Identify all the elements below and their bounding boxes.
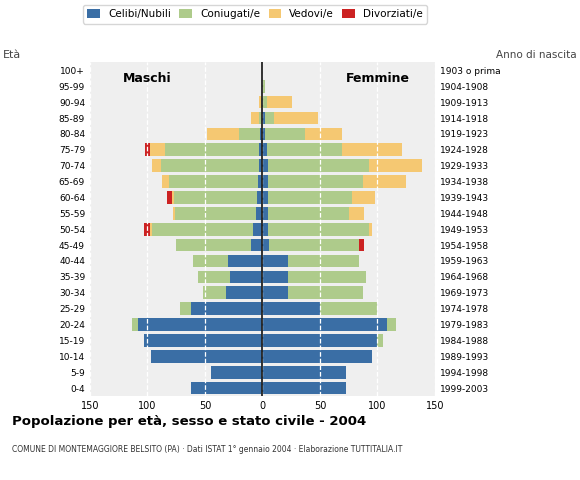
Bar — [267, 144, 342, 156]
Bar — [263, 350, 372, 363]
Bar — [263, 239, 269, 252]
Bar — [260, 128, 263, 140]
Bar — [145, 144, 150, 156]
Bar — [165, 144, 259, 156]
Bar — [259, 159, 263, 172]
Bar — [151, 350, 263, 363]
Bar — [263, 287, 288, 299]
Bar — [152, 159, 161, 172]
Bar — [176, 239, 251, 252]
Legend: Celibi/Nubili, Coniugati/e, Vedovi/e, Divorziati/e: Celibi/Nubili, Coniugati/e, Vedovi/e, Di… — [83, 5, 427, 24]
Bar — [263, 159, 268, 172]
Bar — [202, 287, 226, 299]
Bar — [257, 191, 263, 204]
Bar — [211, 366, 263, 379]
Bar — [263, 175, 268, 188]
Bar — [264, 112, 274, 124]
Bar — [263, 366, 346, 379]
Bar — [263, 318, 387, 331]
Bar — [251, 112, 259, 124]
Bar — [268, 191, 352, 204]
Bar — [194, 254, 228, 267]
Bar — [162, 175, 169, 188]
Bar — [138, 318, 263, 331]
Bar — [251, 239, 263, 252]
Bar — [274, 112, 318, 124]
Bar — [342, 144, 401, 156]
Bar — [349, 207, 364, 220]
Bar — [269, 239, 359, 252]
Bar — [320, 302, 378, 315]
Bar — [263, 334, 378, 347]
Bar — [263, 80, 264, 93]
Bar — [144, 334, 263, 347]
Bar — [175, 207, 256, 220]
Bar — [263, 191, 268, 204]
Text: Anno di nascita: Anno di nascita — [496, 50, 577, 60]
Bar — [262, 96, 263, 108]
Bar — [259, 112, 263, 124]
Text: Femmine: Femmine — [346, 72, 409, 85]
Bar — [174, 191, 257, 204]
Bar — [288, 254, 359, 267]
Bar — [268, 223, 369, 236]
Bar — [207, 128, 240, 140]
Text: Età: Età — [3, 50, 21, 60]
Text: Popolazione per età, sesso e stato civile - 2004: Popolazione per età, sesso e stato civil… — [12, 415, 366, 428]
Bar — [228, 254, 263, 267]
Bar — [369, 223, 372, 236]
Bar — [263, 382, 346, 395]
Bar — [256, 207, 263, 220]
Bar — [352, 191, 375, 204]
Bar — [263, 128, 264, 140]
Bar — [378, 334, 383, 347]
Bar — [152, 223, 253, 236]
Bar — [132, 318, 138, 331]
Bar — [268, 175, 362, 188]
Bar — [267, 96, 292, 108]
Bar — [263, 207, 268, 220]
Bar — [226, 287, 263, 299]
Bar — [305, 128, 342, 140]
Bar — [240, 128, 260, 140]
Bar — [198, 271, 230, 283]
Bar — [144, 223, 150, 236]
Bar — [263, 96, 267, 108]
Bar — [191, 302, 263, 315]
Bar — [172, 191, 174, 204]
Bar — [263, 271, 288, 283]
Bar — [288, 271, 366, 283]
Bar — [150, 144, 165, 156]
Bar — [173, 207, 175, 220]
Bar — [264, 128, 305, 140]
Bar — [150, 223, 152, 236]
Bar — [180, 302, 191, 315]
Bar — [263, 223, 268, 236]
Bar — [369, 159, 422, 172]
Bar — [263, 302, 320, 315]
Bar — [258, 175, 263, 188]
Bar — [263, 144, 267, 156]
Bar — [253, 223, 263, 236]
Bar — [167, 191, 172, 204]
Bar — [161, 159, 259, 172]
Bar — [362, 175, 406, 188]
Bar — [263, 112, 264, 124]
Bar — [268, 207, 349, 220]
Bar — [169, 175, 258, 188]
Text: Maschi: Maschi — [123, 72, 172, 85]
Bar — [359, 239, 364, 252]
Bar — [387, 318, 396, 331]
Bar — [288, 287, 362, 299]
Bar — [263, 254, 288, 267]
Bar — [259, 144, 263, 156]
Text: COMUNE DI MONTEMAGGIORE BELSITO (PA) · Dati ISTAT 1° gennaio 2004 · Elaborazione: COMUNE DI MONTEMAGGIORE BELSITO (PA) · D… — [12, 445, 402, 455]
Bar — [230, 271, 263, 283]
Bar — [191, 382, 263, 395]
Bar — [268, 159, 369, 172]
Bar — [259, 96, 262, 108]
